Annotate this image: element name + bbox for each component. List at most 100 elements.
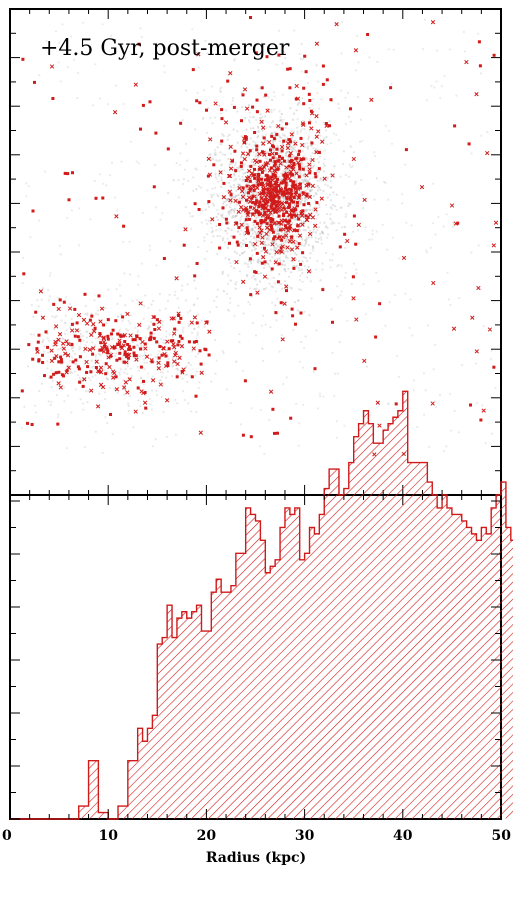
background-particle <box>76 52 79 55</box>
marker-particle <box>249 293 253 297</box>
background-particle <box>256 216 259 219</box>
background-particle <box>68 359 71 362</box>
background-particle <box>324 129 328 132</box>
background-particle <box>235 214 238 217</box>
background-particle <box>252 140 255 143</box>
background-particle <box>343 225 346 229</box>
background-particle <box>329 186 332 189</box>
background-particle <box>242 168 245 171</box>
background-particle <box>248 241 251 244</box>
background-particle <box>206 202 210 205</box>
background-particle <box>243 163 246 166</box>
background-particle <box>140 36 143 39</box>
marker-particle <box>299 262 303 266</box>
marker-particle <box>175 375 179 379</box>
marker-particle <box>263 246 266 250</box>
background-particle <box>122 393 126 396</box>
background-particle <box>187 325 191 328</box>
background-particle <box>189 363 192 366</box>
marker-particle <box>43 374 46 378</box>
background-particle <box>311 103 314 106</box>
background-particle <box>136 344 139 347</box>
background-particle <box>255 191 259 194</box>
background-particle <box>50 400 53 403</box>
marker-particle <box>281 227 286 232</box>
marker-particle <box>192 315 198 320</box>
background-particle <box>237 193 240 196</box>
background-particle <box>131 299 134 303</box>
background-particle <box>362 283 365 286</box>
background-particle <box>445 213 448 216</box>
background-particle <box>404 292 407 295</box>
background-particle <box>232 214 235 217</box>
background-particle <box>276 145 279 148</box>
background-particle <box>442 225 445 228</box>
marker-particle <box>242 156 247 162</box>
background-particle <box>187 323 190 326</box>
background-particle <box>186 373 189 376</box>
marker-particle <box>220 139 224 143</box>
marker-particle <box>310 141 314 145</box>
background-particle <box>126 372 129 376</box>
background-particle <box>165 376 168 379</box>
background-particle <box>229 279 232 282</box>
background-particle <box>57 61 60 64</box>
marker-particle <box>351 156 356 162</box>
marker-particle <box>304 173 309 178</box>
background-particle <box>34 411 38 414</box>
background-particle <box>265 238 268 241</box>
marker-particle <box>299 136 303 140</box>
background-particle <box>223 169 226 172</box>
marker-particle <box>262 274 268 279</box>
background-particle <box>70 347 73 350</box>
marker-particle <box>241 279 246 284</box>
background-particle <box>201 209 204 212</box>
background-particle <box>307 138 310 141</box>
marker-particle <box>53 342 58 347</box>
background-particle <box>136 343 139 346</box>
background-particle <box>361 193 364 196</box>
background-particle <box>103 369 106 372</box>
marker-particle <box>268 192 272 196</box>
marker-particle <box>205 320 209 324</box>
marker-particle <box>66 341 71 347</box>
background-particle <box>351 165 354 168</box>
background-particle <box>338 107 341 110</box>
marker-particle <box>262 220 266 224</box>
marker-particle <box>253 176 257 180</box>
background-particle <box>484 442 487 445</box>
marker-particle <box>59 355 63 359</box>
background-particle <box>237 183 241 187</box>
background-particle <box>489 357 493 360</box>
background-particle <box>228 309 231 312</box>
background-particle <box>161 320 164 323</box>
marker-particle <box>124 360 129 365</box>
background-particle <box>61 337 64 340</box>
background-particle <box>219 235 222 238</box>
marker-particle <box>260 261 264 265</box>
marker-particle <box>366 33 370 36</box>
marker-particle <box>278 186 283 191</box>
marker-particle <box>307 194 312 200</box>
marker-particle <box>310 183 315 189</box>
background-particle <box>21 256 25 259</box>
marker-particle <box>261 188 265 192</box>
background-particle <box>249 259 252 262</box>
background-particle <box>221 350 224 353</box>
marker-particle <box>31 357 35 361</box>
background-particle <box>286 250 289 253</box>
background-particle <box>263 240 267 243</box>
background-particle <box>272 276 275 279</box>
background-particle <box>292 112 295 115</box>
background-particle <box>205 219 208 222</box>
background-particle <box>79 347 82 350</box>
background-particle <box>203 236 206 239</box>
marker-particle <box>112 370 117 376</box>
background-particle <box>275 246 278 249</box>
background-particle <box>131 348 134 351</box>
marker-particle <box>144 354 150 359</box>
background-particle <box>240 215 243 218</box>
background-particle <box>455 94 458 97</box>
background-particle <box>203 239 206 242</box>
marker-particle <box>375 400 380 405</box>
